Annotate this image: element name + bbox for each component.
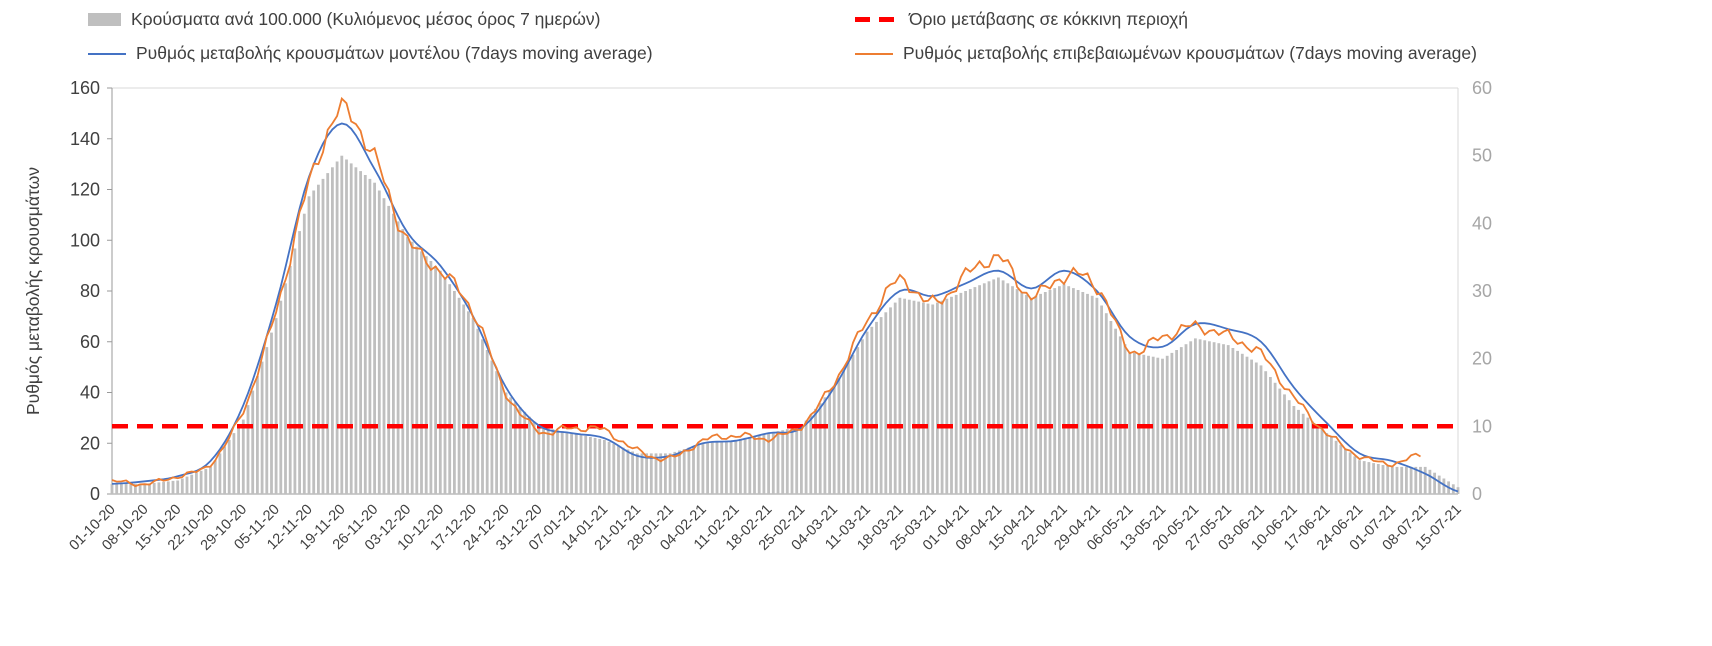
svg-text:50: 50 <box>1472 146 1492 166</box>
threshold-dash-swatch-icon <box>855 17 899 22</box>
legend-item-confirmed-line: Ρυθμός μεταβολής επιβεβαιωμένων κρουσμάτ… <box>855 43 1477 64</box>
svg-text:160: 160 <box>70 78 100 98</box>
svg-text:20: 20 <box>80 433 100 453</box>
confirmed-line-swatch-icon <box>855 52 893 55</box>
legend-item-bars: Κρούσματα ανά 100.000 (Κυλιόμενος μέσος … <box>88 9 600 30</box>
bars-swatch-icon <box>88 13 121 26</box>
svg-text:0: 0 <box>1472 484 1482 504</box>
model-line-swatch-icon <box>88 52 126 55</box>
svg-text:100: 100 <box>70 230 100 250</box>
svg-text:0: 0 <box>90 484 100 504</box>
svg-text:120: 120 <box>70 180 100 200</box>
svg-text:30: 30 <box>1472 281 1492 301</box>
svg-text:60: 60 <box>1472 78 1492 98</box>
legend-label-confirmed: Ρυθμός μεταβολής επιβεβαιωμένων κρουσμάτ… <box>903 43 1477 63</box>
svg-text:60: 60 <box>80 332 100 352</box>
svg-text:20: 20 <box>1472 349 1492 369</box>
legend-item-model-line: Ρυθμός μεταβολής κρουσμάτων μοντέλου (7d… <box>88 43 653 64</box>
legend-label-bars: Κρούσματα ανά 100.000 (Κυλιόμενος μέσος … <box>131 9 601 29</box>
legend-label-threshold: Όριο μετάβασης σε κόκκινη περιοχή <box>909 9 1189 29</box>
svg-text:80: 80 <box>80 281 100 301</box>
svg-text:10: 10 <box>1472 416 1492 436</box>
y-axis-title: Ρυθμός μεταβολής κρουσμάτων <box>23 166 43 416</box>
svg-text:40: 40 <box>1472 213 1492 233</box>
svg-text:40: 40 <box>80 383 100 403</box>
legend-label-model: Ρυθμός μεταβολής κρουσμάτων μοντέλου (7d… <box>136 43 653 63</box>
legend-item-threshold: Όριο μετάβασης σε κόκκινη περιοχή <box>855 9 1188 30</box>
svg-text:140: 140 <box>70 129 100 149</box>
